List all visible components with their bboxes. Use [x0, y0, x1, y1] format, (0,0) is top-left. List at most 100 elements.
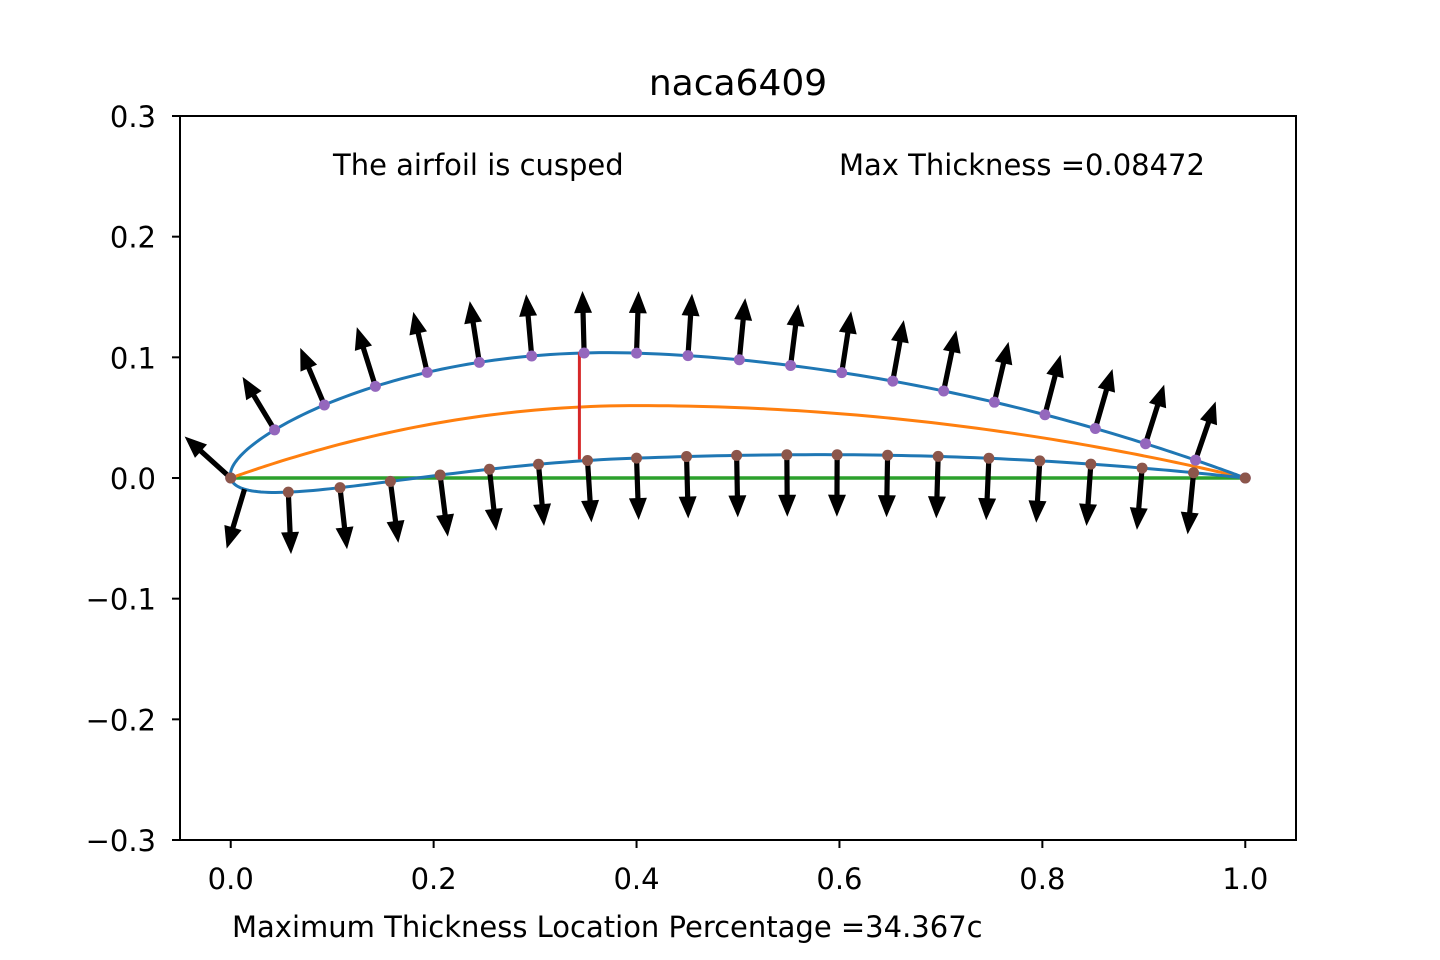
- upper-point: [318, 399, 330, 411]
- normal-arrow-lower: [728, 455, 747, 518]
- lower-point: [1085, 458, 1097, 470]
- y-tick-label: −0.3: [86, 824, 156, 858]
- upper-point: [473, 356, 485, 368]
- lower-point: [1239, 472, 1251, 484]
- lower-point: [882, 449, 894, 461]
- x-tick-label: 1.0: [1222, 862, 1268, 896]
- normal-arrow-upper: [242, 376, 277, 432]
- upper-point: [682, 350, 694, 362]
- upper-point: [733, 354, 745, 366]
- lower-point: [1034, 455, 1046, 467]
- y-tick-label: 0.3: [110, 100, 156, 134]
- upper-point: [785, 359, 797, 371]
- normal-arrow-lower: [778, 454, 797, 517]
- normal-arrow-upper: [838, 311, 857, 373]
- normal-arrow-upper: [1042, 354, 1064, 416]
- y-tick-label: −0.1: [86, 583, 156, 617]
- lower-point: [225, 472, 237, 484]
- lower-point: [983, 452, 995, 464]
- normal-arrow-upper: [734, 298, 753, 361]
- normal-arrow-lower: [281, 492, 300, 555]
- lower-point: [781, 449, 793, 461]
- lower-point: [582, 455, 594, 467]
- lower-point: [681, 451, 693, 463]
- normal-arrow-lower: [877, 455, 896, 518]
- lower-point: [1188, 467, 1200, 479]
- chart-title: naca6409: [649, 63, 827, 104]
- normal-arrow-lower: [1129, 467, 1148, 530]
- normal-arrow-upper: [574, 290, 593, 354]
- upper-point: [269, 424, 281, 436]
- upper-point: [1039, 409, 1051, 421]
- upper-point: [887, 375, 899, 387]
- normal-arrow-upper: [941, 330, 961, 392]
- normal-arrow-upper: [1193, 401, 1218, 462]
- x-tick-label: 0.4: [613, 862, 659, 896]
- camber-line: [230, 404, 1246, 480]
- normal-arrow-lower: [533, 464, 552, 527]
- lower-point: [631, 452, 643, 464]
- normal-arrow-lower: [224, 488, 247, 549]
- y-tick-label: −0.2: [86, 703, 156, 737]
- normal-arrow-lower: [436, 474, 455, 537]
- normal-arrow-upper: [519, 294, 538, 357]
- upper-point: [526, 350, 538, 362]
- lower-point: [932, 450, 944, 462]
- lower-point: [483, 463, 495, 475]
- normal-arrow-upper: [300, 347, 327, 406]
- lower-point: [282, 486, 294, 498]
- normal-arrow-upper: [1143, 384, 1167, 445]
- lower-point: [831, 449, 843, 461]
- normal-arrow-lower: [386, 481, 405, 543]
- y-tick-label: 0.1: [110, 341, 156, 375]
- x-tick-labels: 0.0 0.2 0.4 0.6 0.8 1.0: [208, 862, 1269, 896]
- normal-arrow-upper: [1092, 368, 1116, 430]
- normal-arrow-upper: [409, 311, 430, 373]
- upper-point: [421, 366, 433, 378]
- normal-arrow-upper: [628, 291, 647, 354]
- normal-arrow-lower: [978, 458, 997, 521]
- y-tick-label: 0.0: [110, 462, 156, 496]
- normal-arrow-upper: [184, 436, 233, 480]
- upper-point: [836, 367, 848, 379]
- y-tick-label: 0.2: [110, 221, 156, 255]
- normal-arrow-lower: [678, 456, 697, 519]
- normal-arrow-upper: [354, 327, 378, 388]
- normal-arrow-lower: [1180, 472, 1199, 535]
- normal-arrow-lower: [827, 454, 846, 517]
- upper-point: [988, 396, 1000, 408]
- normal-arrow-lower: [581, 460, 600, 523]
- upper-point: [938, 385, 950, 397]
- upper-point: [1190, 454, 1202, 466]
- lower-point: [384, 475, 396, 487]
- upper-point: [578, 347, 590, 359]
- max-thickness-annotation: Max Thickness =0.08472: [839, 148, 1205, 182]
- normal-arrow-upper: [991, 341, 1013, 403]
- x-tick-label: 0.2: [411, 862, 457, 896]
- lower-point: [434, 469, 446, 481]
- lower-point: [334, 482, 346, 494]
- upper-point: [1089, 423, 1101, 435]
- normal-arrow-lower: [335, 487, 354, 550]
- x-axis-label: Maximum Thickness Location Percentage =3…: [232, 910, 983, 944]
- normal-arrow-upper: [464, 301, 483, 363]
- normal-arrow-lower: [484, 468, 503, 531]
- normal-arrow-lower: [927, 456, 946, 519]
- lower-point: [1136, 462, 1148, 474]
- normal-arrow-lower: [1079, 463, 1098, 526]
- normal-arrow-upper: [786, 303, 805, 366]
- tick-marks: [172, 115, 1247, 848]
- cusped-annotation: The airfoil is cusped: [332, 148, 624, 182]
- upper-point: [369, 380, 381, 392]
- normal-arrow-upper: [890, 320, 909, 382]
- x-tick-label: 0.6: [816, 862, 862, 896]
- x-tick-label: 0.0: [208, 862, 254, 896]
- upper-point: [631, 347, 643, 359]
- lower-point: [533, 458, 545, 470]
- normal-arrow-upper: [681, 293, 700, 356]
- normal-arrow-lower: [1028, 460, 1047, 523]
- lower-point: [731, 449, 743, 461]
- x-tick-label: 0.8: [1019, 862, 1065, 896]
- y-tick-labels: 0.3 0.2 0.1 0.0 −0.1 −0.2 −0.3: [86, 100, 156, 858]
